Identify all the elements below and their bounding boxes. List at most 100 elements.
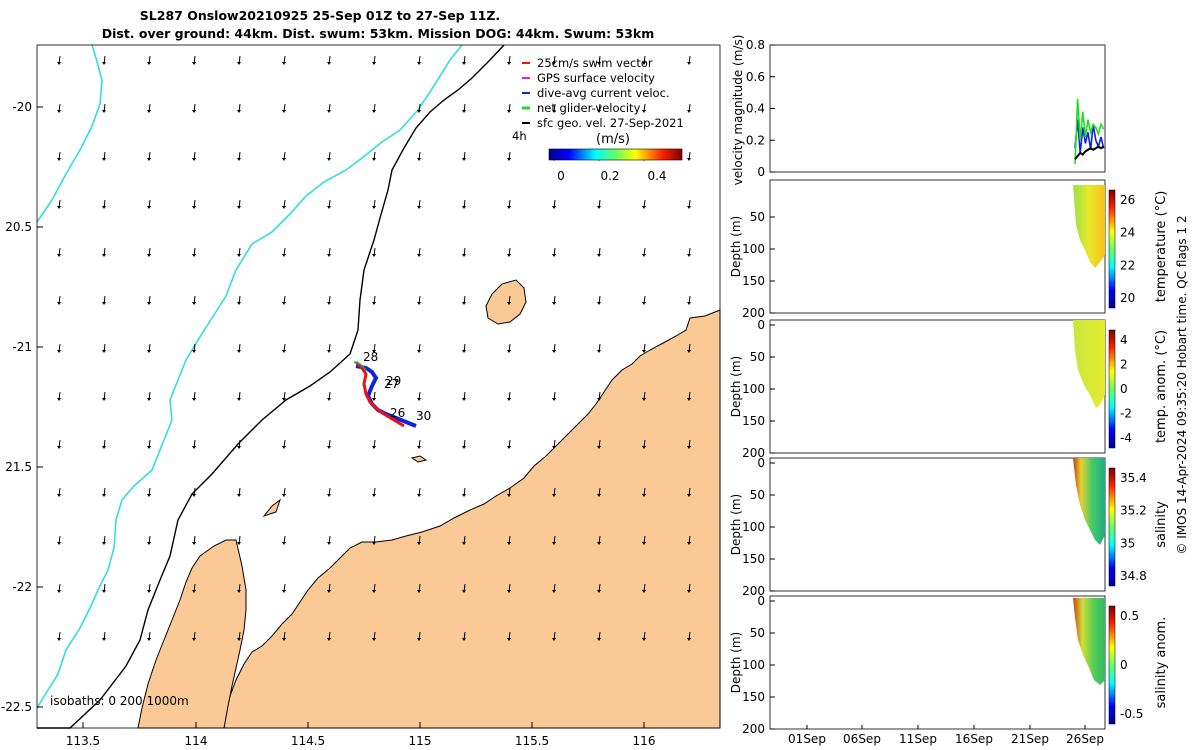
track-green bbox=[353, 361, 367, 371]
map-xtick-label: 113.5 bbox=[66, 734, 100, 748]
arrow bbox=[597, 295, 601, 305]
arrow bbox=[327, 343, 331, 353]
arrow bbox=[57, 103, 61, 113]
arrow bbox=[642, 55, 646, 65]
arrow bbox=[507, 343, 511, 353]
arrow bbox=[642, 439, 646, 449]
date-tick: 26Sep bbox=[1066, 732, 1104, 746]
arrow bbox=[417, 151, 421, 161]
arrow bbox=[102, 55, 106, 65]
arrow bbox=[597, 55, 601, 65]
arrow bbox=[192, 391, 196, 401]
velocity-series-line bbox=[1074, 98, 1105, 165]
arrow bbox=[192, 583, 196, 593]
arrow bbox=[372, 103, 376, 113]
arrow bbox=[192, 631, 196, 641]
arrow bbox=[147, 535, 151, 545]
depth-tick: 150 bbox=[742, 414, 765, 428]
velocity-ytick: 0.2 bbox=[746, 133, 765, 147]
arrow bbox=[282, 487, 286, 497]
section-panel-salinity: Depth (m) 0 50 100 150 200 35.4 35.2 35 34.8 salin… bbox=[729, 456, 1169, 598]
arrow bbox=[687, 247, 691, 257]
arrow bbox=[282, 439, 286, 449]
arrow bbox=[462, 583, 466, 593]
arrow bbox=[507, 103, 511, 113]
map-xtick-label: 115 bbox=[409, 734, 432, 748]
arrow bbox=[687, 631, 691, 641]
section-ylabel: Depth (m) bbox=[729, 356, 743, 417]
speed-colorbar-tick: 0.2 bbox=[600, 169, 619, 183]
colorbar-label: temperature (°C) bbox=[1154, 191, 1169, 303]
arrow bbox=[57, 487, 61, 497]
arrow bbox=[687, 55, 691, 65]
small-island-2 bbox=[262, 498, 281, 518]
arrow bbox=[192, 343, 196, 353]
arrow bbox=[597, 583, 601, 593]
arrow bbox=[372, 439, 376, 449]
section-colorbar bbox=[1108, 467, 1116, 587]
arrow bbox=[462, 199, 466, 209]
velocity-ytick: 0 bbox=[757, 165, 765, 179]
arrow bbox=[372, 583, 376, 593]
date-tick: 21Sep bbox=[1011, 732, 1049, 746]
arrow bbox=[102, 295, 106, 305]
arrow bbox=[417, 487, 421, 497]
map-xtick-label: 114.5 bbox=[291, 734, 325, 748]
arrow bbox=[147, 583, 151, 593]
map-ytick-label: -22.5 bbox=[1, 700, 32, 714]
arrow bbox=[507, 247, 511, 257]
arrow bbox=[192, 487, 196, 497]
arrow bbox=[282, 55, 286, 65]
colorbar-label: salinity anom. bbox=[1154, 617, 1169, 709]
peninsula bbox=[137, 539, 247, 729]
arrow bbox=[282, 391, 286, 401]
speed-colorbar bbox=[548, 148, 683, 161]
arrow bbox=[147, 199, 151, 209]
speed-colorbar-tick: 0 bbox=[557, 169, 565, 183]
section-ylabel: Depth (m) bbox=[729, 632, 743, 693]
arrow bbox=[462, 439, 466, 449]
arrow bbox=[642, 343, 646, 353]
geo-velocity-arrows bbox=[57, 55, 691, 641]
colorbar-tick: 35.2 bbox=[1120, 504, 1147, 518]
legend-4h: 4h bbox=[512, 129, 527, 143]
arrow bbox=[327, 391, 331, 401]
colorbar-label: salinity bbox=[1154, 501, 1169, 548]
arrow bbox=[327, 103, 331, 113]
arrow bbox=[282, 247, 286, 257]
arrow bbox=[372, 487, 376, 497]
arrow bbox=[237, 247, 241, 257]
arrow bbox=[57, 535, 61, 545]
arrow bbox=[327, 439, 331, 449]
arrow bbox=[597, 487, 601, 497]
arrow bbox=[507, 631, 511, 641]
colorbar-tick: 24 bbox=[1120, 226, 1135, 240]
arrow bbox=[237, 151, 241, 161]
section-field bbox=[1073, 598, 1105, 685]
arrow bbox=[687, 151, 691, 161]
arrow bbox=[372, 391, 376, 401]
map-ytick-label: -22 bbox=[12, 580, 32, 594]
arrow bbox=[282, 199, 286, 209]
isobath-200 bbox=[37, 44, 505, 729]
arrow bbox=[102, 535, 106, 545]
arrow bbox=[462, 487, 466, 497]
arrow bbox=[237, 55, 241, 65]
arrow bbox=[417, 103, 421, 113]
arrow bbox=[642, 247, 646, 257]
arrow bbox=[687, 487, 691, 497]
arrow bbox=[192, 535, 196, 545]
arrow bbox=[642, 583, 646, 593]
legend-entry: dive-avg current veloc. bbox=[537, 86, 670, 100]
arrow bbox=[327, 199, 331, 209]
arrow bbox=[552, 391, 556, 401]
depth-tick: 50 bbox=[750, 210, 765, 224]
arrow bbox=[237, 343, 241, 353]
depth-tick: 200 bbox=[742, 584, 765, 598]
depth-tick: 100 bbox=[742, 382, 765, 396]
arrow bbox=[147, 151, 151, 161]
arrow bbox=[552, 343, 556, 353]
arrow bbox=[687, 391, 691, 401]
arrow bbox=[192, 247, 196, 257]
